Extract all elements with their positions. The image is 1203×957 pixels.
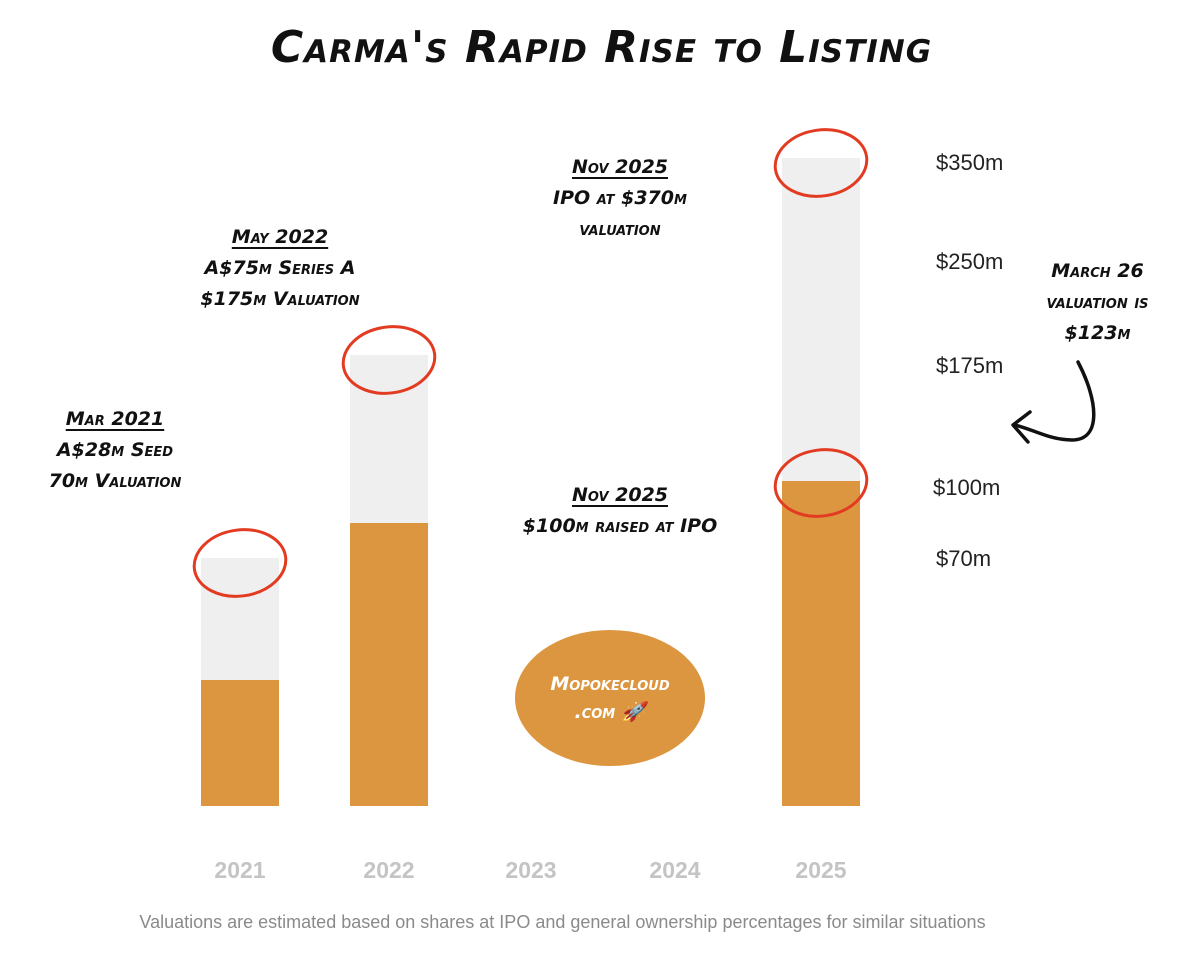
bar-raised-2022: [350, 523, 428, 806]
value-label-70m: $70m: [936, 546, 992, 571]
value-label-350m: $350m: [936, 150, 1004, 175]
annotation-mar-2021: Mar 2021 A$28m Seed 70m Valuation: [10, 404, 220, 497]
badge-line2: .com 🚀: [574, 701, 646, 723]
highlight-circle-valuation-2022: [341, 325, 437, 395]
annotation-may-2022-line1: A$75m Series A: [204, 257, 356, 279]
value-label-250m: $250m: [936, 249, 1004, 274]
annotation-march-26: March 26 valuation is $123m: [1010, 256, 1185, 349]
annotation-may-2022-head: May 2022: [231, 226, 329, 248]
annotation-mar-2021-line2: 70m Valuation: [48, 470, 182, 492]
annotation-mar-2021-head: Mar 2021: [65, 408, 165, 430]
x-tick-label-2022: 2022: [363, 857, 414, 883]
bar-raised-2021: [201, 680, 279, 806]
annotation-march-26-line2: valuation is: [1046, 291, 1149, 313]
footnote: Valuations are estimated based on shares…: [139, 912, 986, 932]
annotation-nov-2025-raised-line1: $100m raised at IPO: [522, 515, 718, 537]
annotation-may-2022: May 2022 A$75m Series A $175m Valuation: [155, 222, 405, 315]
annotation-nov-2025-ipo-line2: valuation: [579, 218, 661, 240]
badge-line1: Mopokecloud: [550, 673, 670, 695]
annotation-nov-2025-ipo-head: Nov 2025: [571, 156, 669, 178]
highlight-circle-raised-2025: [773, 448, 869, 518]
annotation-nov-2025-raised-head: Nov 2025: [571, 484, 669, 506]
annotation-nov-2025-ipo-line1: IPO at $370m: [553, 187, 687, 209]
annotation-march-26-line3: $123m: [1064, 322, 1131, 344]
annotation-arrow-head: [1011, 410, 1032, 444]
x-tick-label-2024: 2024: [649, 857, 700, 883]
mopokecloud-badge: Mopokecloud .com 🚀: [515, 630, 705, 766]
annotation-may-2022-line2: $175m Valuation: [200, 288, 360, 310]
highlight-circle-valuation-2021: [192, 528, 288, 598]
x-tick-label-2025: 2025: [795, 857, 846, 883]
annotation-nov-2025-ipo: Nov 2025 IPO at $370m valuation: [500, 152, 740, 245]
chart-title: Carma's Rapid Rise to Listing: [270, 22, 933, 73]
x-tick-label-2021: 2021: [214, 857, 265, 883]
annotation-arrow: [1013, 360, 1096, 442]
value-label-100m: $100m: [933, 475, 1001, 500]
bar-raised-2025: [782, 481, 860, 806]
x-tick-label-2023: 2023: [505, 857, 556, 883]
annotation-mar-2021-line1: A$28m Seed: [56, 439, 174, 461]
annotation-march-26-line1: March 26: [1051, 260, 1144, 282]
value-label-175m: $175m: [936, 353, 1004, 378]
highlight-circle-valuation-2025: [773, 128, 869, 198]
annotation-nov-2025-raised: Nov 2025 $100m raised at IPO: [480, 480, 760, 542]
